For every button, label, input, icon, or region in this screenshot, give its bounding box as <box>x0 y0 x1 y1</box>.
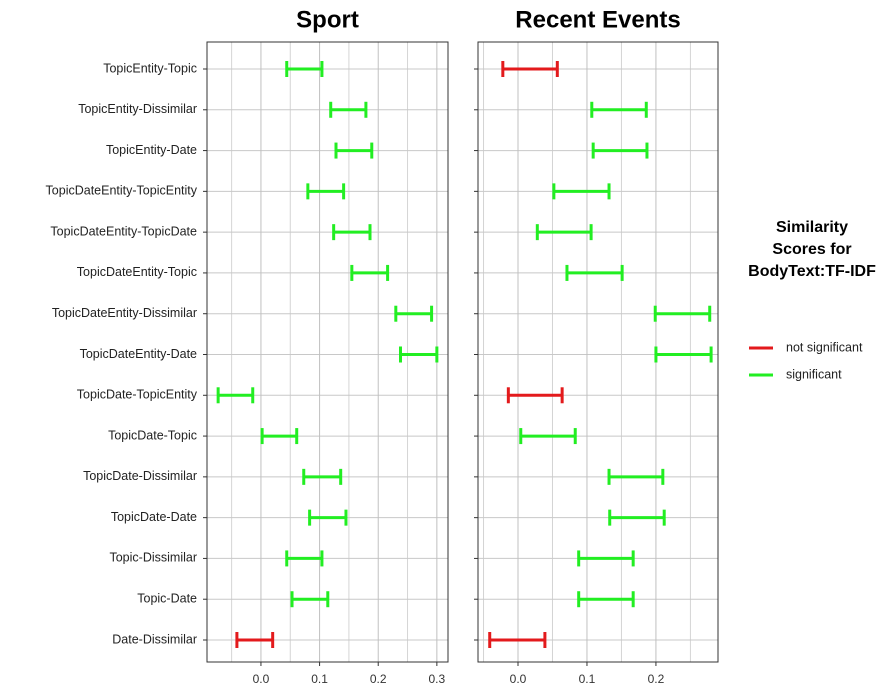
y-tick-label: TopicDateEntity-Topic <box>77 265 197 279</box>
y-tick-label: TopicDate-Dissimilar <box>83 469 197 483</box>
y-tick-label: TopicDateEntity-TopicEntity <box>46 184 198 198</box>
x-tick-label: 0.0 <box>253 672 270 686</box>
x-tick-label: 0.3 <box>429 672 446 686</box>
x-tick-label: 0.1 <box>311 672 328 686</box>
y-tick-label: TopicEntity-Date <box>106 143 197 157</box>
panel-title: Sport <box>296 6 359 33</box>
legend-title: BodyText:TF-IDF <box>748 263 876 280</box>
panel-frame <box>206 41 449 663</box>
x-tick-label: 0.1 <box>579 672 596 686</box>
panel-border <box>477 41 719 663</box>
y-tick-label: TopicDate-Date <box>111 510 197 524</box>
y-tick-label: Topic-Date <box>137 592 197 606</box>
y-tick-label: TopicDate-TopicEntity <box>77 388 198 402</box>
legend-title: Scores for <box>772 241 851 258</box>
y-tick-label: TopicEntity-Topic <box>103 61 197 75</box>
y-tick-label: Date-Dissimilar <box>112 632 197 646</box>
y-tick-label: TopicDateEntity-Dissimilar <box>52 306 197 320</box>
y-tick-label: TopicDateEntity-TopicDate <box>50 224 197 238</box>
legend-label: not significant <box>786 340 863 354</box>
panel-border <box>206 41 449 663</box>
legend-title: Similarity <box>776 219 848 236</box>
y-tick-label: TopicDate-Topic <box>108 428 197 442</box>
y-tick-label: Topic-Dissimilar <box>109 551 197 565</box>
x-tick-label: 0.2 <box>370 672 387 686</box>
legend-label: significant <box>786 367 842 381</box>
x-tick-label: 0.2 <box>648 672 665 686</box>
x-tick-label: 0.0 <box>510 672 527 686</box>
y-tick-label: TopicDateEntity-Date <box>80 347 197 361</box>
y-tick-label: TopicEntity-Dissimilar <box>78 102 197 116</box>
panel-frame <box>477 41 719 663</box>
panel-title: Recent Events <box>515 6 680 33</box>
